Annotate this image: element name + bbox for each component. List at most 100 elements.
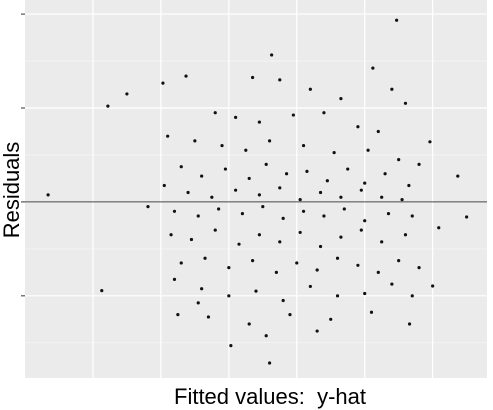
point xyxy=(281,298,285,303)
point xyxy=(380,240,384,244)
point xyxy=(383,172,387,176)
point xyxy=(278,186,282,190)
point xyxy=(227,266,231,270)
point xyxy=(125,92,129,96)
point xyxy=(363,181,367,185)
point xyxy=(456,174,460,178)
point xyxy=(227,294,231,298)
point xyxy=(106,104,110,108)
point xyxy=(162,183,166,188)
point xyxy=(403,101,408,105)
point xyxy=(257,193,261,197)
point xyxy=(196,301,200,305)
point xyxy=(339,195,343,199)
point xyxy=(247,176,251,181)
point xyxy=(366,148,370,152)
point xyxy=(217,207,221,211)
y-axis-title: Residuals xyxy=(0,142,24,239)
point xyxy=(284,172,289,176)
point xyxy=(428,140,432,144)
point xyxy=(395,18,399,22)
point xyxy=(410,214,414,218)
point xyxy=(247,322,251,326)
point xyxy=(397,158,401,162)
point xyxy=(186,190,190,195)
point xyxy=(179,261,183,265)
point xyxy=(376,270,380,274)
point xyxy=(267,361,272,365)
point xyxy=(278,78,282,82)
point xyxy=(196,214,200,218)
point xyxy=(278,240,282,244)
plot-panel xyxy=(25,0,487,378)
point xyxy=(267,139,272,143)
point xyxy=(254,289,258,293)
point xyxy=(376,129,380,134)
point xyxy=(400,197,404,202)
point xyxy=(308,87,312,91)
point xyxy=(274,270,278,274)
point xyxy=(264,334,268,338)
point xyxy=(213,111,217,115)
point xyxy=(397,259,401,263)
point xyxy=(390,282,394,286)
point xyxy=(346,167,350,171)
point xyxy=(403,233,408,237)
point xyxy=(172,209,177,213)
point xyxy=(200,174,204,178)
point xyxy=(223,167,228,171)
point xyxy=(234,115,238,119)
point xyxy=(335,294,340,298)
point xyxy=(161,81,165,85)
point xyxy=(206,315,211,319)
point xyxy=(363,219,367,223)
point xyxy=(257,233,261,237)
point xyxy=(184,74,188,78)
point xyxy=(244,148,248,152)
point xyxy=(386,212,391,216)
point xyxy=(251,75,255,80)
point xyxy=(431,284,435,288)
point xyxy=(189,237,194,242)
point xyxy=(465,215,469,219)
point xyxy=(213,228,217,232)
point xyxy=(298,197,302,202)
point xyxy=(281,216,285,220)
point xyxy=(325,179,329,183)
point xyxy=(380,195,384,199)
point xyxy=(332,151,336,155)
point xyxy=(166,134,170,138)
point xyxy=(356,125,360,129)
point xyxy=(229,344,233,348)
x-axis-title: Fitted values: y-hat xyxy=(174,384,366,409)
point xyxy=(410,294,414,298)
point xyxy=(46,193,50,197)
point xyxy=(200,287,204,291)
point xyxy=(318,244,323,249)
point xyxy=(390,87,394,91)
point xyxy=(251,259,255,263)
point xyxy=(237,242,241,246)
point xyxy=(291,113,295,117)
point xyxy=(339,97,343,101)
point xyxy=(417,266,421,270)
point xyxy=(322,214,326,218)
point xyxy=(146,205,150,209)
point xyxy=(257,120,261,124)
point xyxy=(371,66,375,70)
point xyxy=(305,169,309,173)
point xyxy=(339,235,343,239)
point xyxy=(342,207,346,211)
point xyxy=(234,188,238,192)
point xyxy=(308,284,312,289)
point xyxy=(240,212,245,216)
point xyxy=(288,313,292,317)
point xyxy=(100,289,104,293)
point xyxy=(363,291,367,296)
point xyxy=(417,162,421,166)
point xyxy=(315,329,319,333)
point xyxy=(295,261,299,265)
point xyxy=(210,195,214,199)
point xyxy=(179,165,183,169)
point xyxy=(322,111,326,115)
